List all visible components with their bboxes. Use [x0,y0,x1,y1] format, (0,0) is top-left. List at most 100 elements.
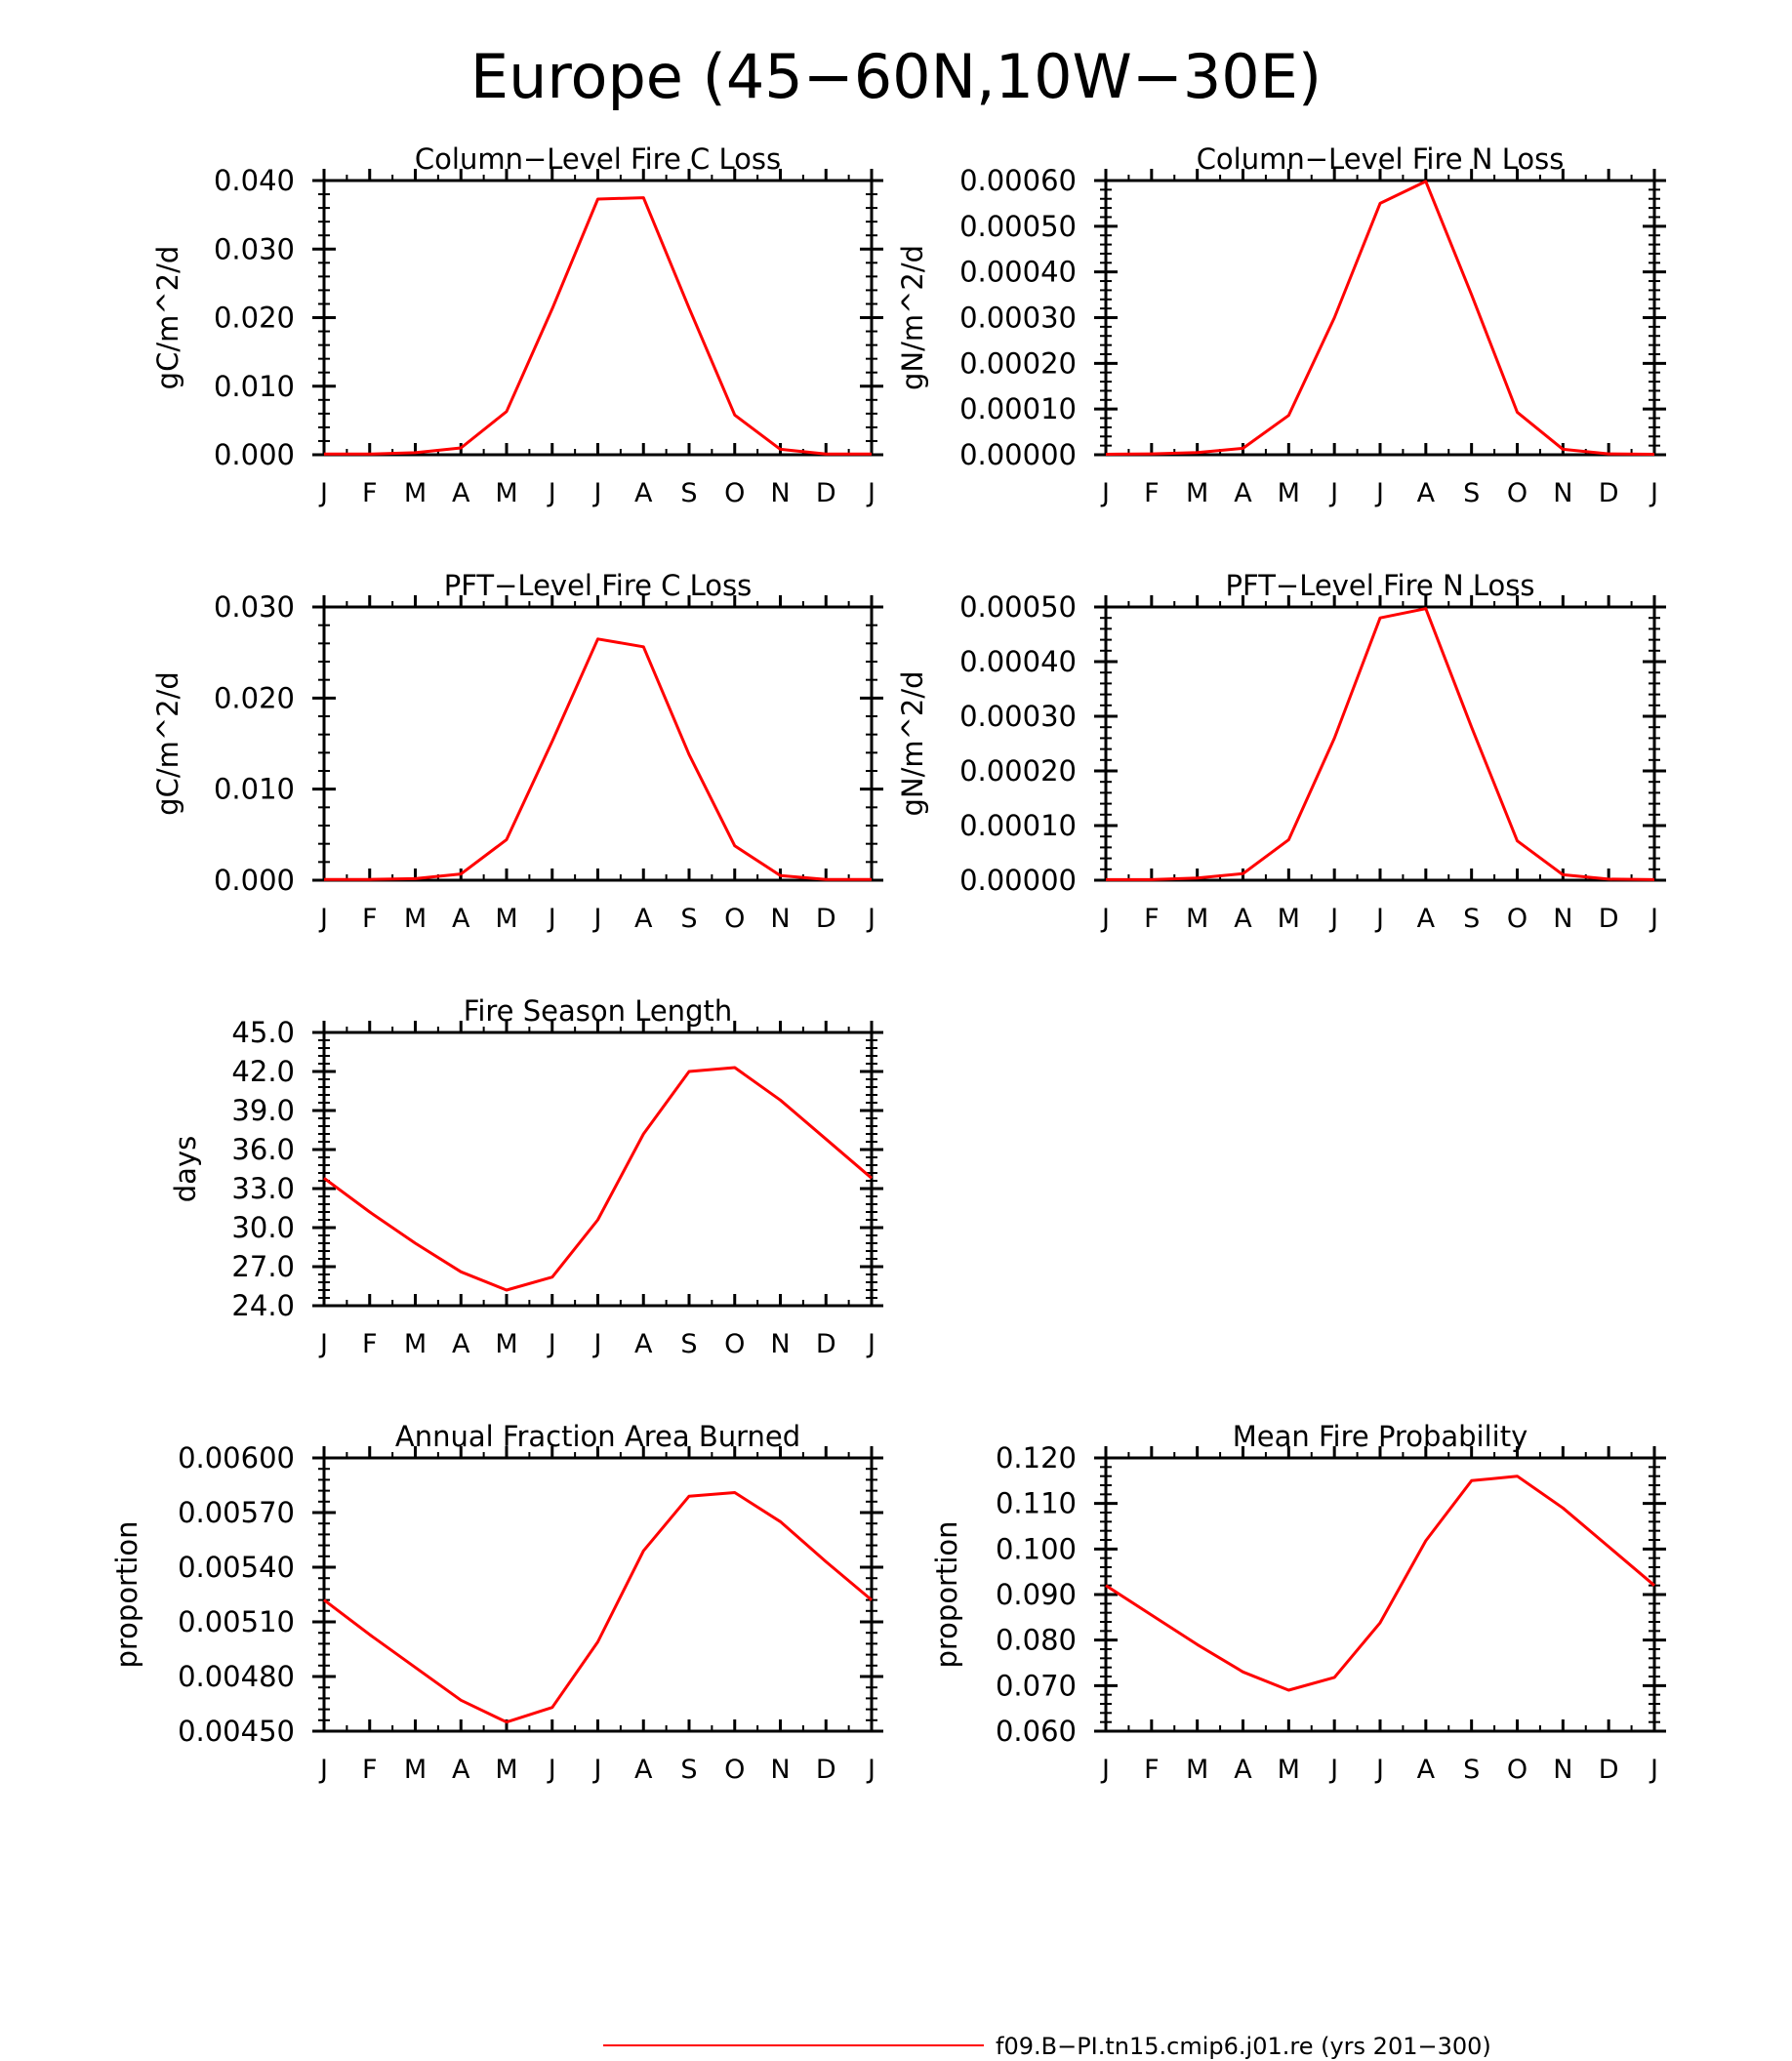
x-tick-label: J [1100,904,1110,934]
x-tick-label: J [1328,904,1338,934]
y-tick-label: 30.0 [231,1211,295,1244]
x-tick-label: S [680,904,697,934]
x-tick-label: A [1417,1755,1436,1785]
x-tick-label: O [1507,1755,1527,1785]
x-tick-label: M [1186,1755,1208,1785]
x-tick-label: J [1374,478,1384,508]
y-tick-label: 0.00000 [959,864,1077,897]
y-tick-label: 0.00480 [178,1660,295,1693]
x-tick-label: M [1278,478,1300,508]
x-tick-label: A [634,478,653,508]
x-tick-label: N [770,904,790,934]
legend: f09.B−PI.tn15.cmip6.j01.re (yrs 201−300) [603,2033,1491,2060]
x-tick-label: S [1463,478,1480,508]
y-tick-label: 0.00060 [959,164,1077,197]
legend-label: f09.B−PI.tn15.cmip6.j01.re (yrs 201−300) [996,2033,1491,2060]
x-tick-label: N [1553,478,1572,508]
x-tick-label: A [1417,904,1436,934]
x-tick-label: M [404,1329,427,1359]
x-tick-label: J [1100,1755,1110,1785]
y-tick-label: 27.0 [231,1250,295,1283]
x-tick-label: M [404,1755,427,1785]
y-axis-label: proportion [930,1520,963,1668]
y-axis-label: days [169,1136,202,1202]
x-tick-label: A [452,904,470,934]
x-tick-label: M [1278,904,1300,934]
x-tick-label: J [1649,1755,1658,1785]
x-tick-label: D [816,478,836,508]
x-tick-label: F [1144,478,1160,508]
y-axis-label: gC/m^2/d [151,246,184,390]
y-tick-label: 33.0 [231,1172,295,1205]
x-tick-label: M [1186,478,1208,508]
y-tick-label: 0.060 [996,1715,1077,1748]
panel-7: J F M A M J J A S O N D J0.0600.0700.0800.0900.1000.… [930,1420,1666,1785]
x-tick-label: D [816,1755,836,1785]
panel-title: Mean Fire Probability [1233,1420,1528,1453]
series-line [323,1491,873,1724]
series-line [324,637,872,881]
x-tick-label: A [634,1755,653,1785]
y-tick-label: 0.00450 [178,1715,295,1748]
x-tick-label: J [1649,904,1658,934]
x-tick-label: S [680,478,697,508]
x-tick-label: J [866,904,876,934]
y-axis-label: gN/m^2/d [896,245,929,390]
x-tick-label: J [1328,1755,1338,1785]
x-tick-label: S [680,1329,697,1359]
x-tick-label: A [634,904,653,934]
x-tick-label: D [1599,478,1619,508]
y-tick-label: 0.00050 [959,590,1077,624]
panels: J F M A M J J A S O N D J0.0000.0100.0200.0300.040Co… [110,142,1666,1785]
y-tick-label: 0.080 [996,1624,1077,1657]
panel-title: Annual Fraction Area Burned [395,1420,800,1453]
x-tick-label: S [680,1755,697,1785]
y-tick-label: 0.00040 [959,645,1077,678]
x-tick-label: A [634,1329,653,1359]
y-tick-label: 0.010 [214,370,295,403]
y-tick-label: 0.00000 [959,438,1077,471]
x-tick-label: A [1234,1755,1252,1785]
x-tick-label: J [866,1755,876,1785]
x-tick-label: M [495,1329,517,1359]
x-tick-label: A [452,1755,470,1785]
x-tick-label: M [495,478,517,508]
y-axis-label: proportion [110,1520,143,1668]
x-tick-label: J [547,1329,556,1359]
x-tick-label: A [452,1329,470,1359]
y-tick-label: 0.00040 [959,256,1077,289]
x-tick-label: J [1328,478,1338,508]
panel-title: Column−Level Fire C Loss [415,142,781,176]
y-tick-label: 0.00510 [178,1605,295,1638]
x-tick-label: J [547,904,556,934]
x-tick-label: O [724,1329,745,1359]
y-tick-label: 0.00050 [959,210,1077,243]
x-tick-label: D [816,1329,836,1359]
panel-6: J F M A M J J A S O N D J0.004500.004800.005100.0054… [110,1420,883,1785]
x-tick-label: N [1553,1755,1572,1785]
series-line [324,196,872,456]
y-tick-label: 0.000 [214,438,295,471]
x-tick-label: O [1507,478,1527,508]
panel-5: J F M A M J J A S O N D J24.027.030.033.036.039.042.… [169,994,883,1359]
y-tick-label: 0.100 [996,1532,1077,1565]
panel-title: Fire Season Length [464,994,732,1028]
y-tick-label: 0.070 [996,1669,1077,1702]
series-line [1105,180,1655,456]
y-tick-label: 0.00600 [178,1441,295,1475]
series-line [323,1066,873,1292]
y-tick-label: 0.00030 [959,302,1077,335]
figure-title: Europe (45−60N,10W−30E) [470,41,1322,112]
x-tick-label: O [724,478,745,508]
y-tick-label: 0.110 [996,1487,1077,1520]
x-tick-label: M [1186,904,1208,934]
y-tick-label: 45.0 [231,1016,295,1049]
y-tick-label: 0.000 [214,864,295,897]
y-tick-label: 0.00540 [178,1551,295,1584]
y-axis-label: gN/m^2/d [896,670,929,816]
x-tick-label: M [1278,1755,1300,1785]
x-tick-label: J [1649,478,1658,508]
x-tick-label: J [592,1329,602,1359]
x-tick-label: O [1507,904,1527,934]
